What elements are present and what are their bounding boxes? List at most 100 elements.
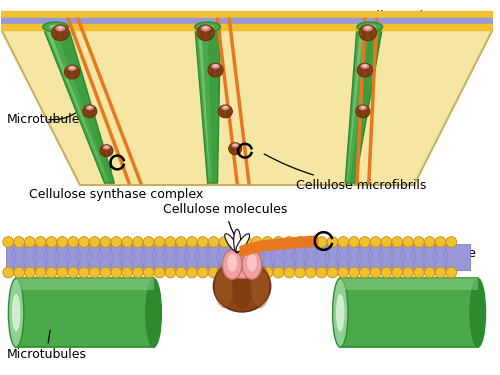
Ellipse shape	[361, 106, 365, 117]
Circle shape	[219, 267, 230, 278]
Bar	[16, 278, 154, 290]
Circle shape	[14, 267, 24, 278]
Circle shape	[360, 267, 370, 278]
Circle shape	[24, 237, 36, 248]
Ellipse shape	[359, 25, 376, 40]
Ellipse shape	[211, 64, 220, 69]
Ellipse shape	[366, 64, 370, 76]
Ellipse shape	[233, 144, 237, 146]
Ellipse shape	[224, 106, 228, 117]
Ellipse shape	[364, 25, 376, 29]
Polygon shape	[2, 30, 492, 185]
Circle shape	[132, 237, 143, 248]
Ellipse shape	[108, 146, 111, 156]
Circle shape	[348, 267, 360, 278]
Bar	[6, 244, 470, 270]
Circle shape	[176, 267, 186, 278]
Ellipse shape	[85, 106, 89, 117]
Ellipse shape	[358, 106, 362, 117]
Ellipse shape	[224, 234, 238, 252]
Ellipse shape	[102, 146, 106, 156]
Circle shape	[111, 267, 122, 278]
Polygon shape	[198, 29, 210, 180]
Circle shape	[186, 237, 198, 248]
Ellipse shape	[12, 294, 20, 332]
Circle shape	[154, 267, 165, 278]
Circle shape	[435, 267, 446, 278]
Ellipse shape	[360, 106, 365, 109]
Ellipse shape	[203, 26, 208, 29]
Circle shape	[273, 267, 284, 278]
Text: Microtubules: Microtubules	[6, 113, 86, 126]
Circle shape	[370, 237, 381, 248]
Circle shape	[327, 237, 338, 248]
Ellipse shape	[332, 278, 348, 347]
Circle shape	[36, 237, 46, 248]
Ellipse shape	[54, 26, 59, 40]
Circle shape	[338, 237, 348, 248]
Circle shape	[100, 237, 111, 248]
Circle shape	[316, 267, 327, 278]
Circle shape	[24, 267, 36, 278]
Circle shape	[208, 267, 219, 278]
Circle shape	[306, 237, 316, 248]
Circle shape	[370, 267, 381, 278]
Circle shape	[252, 267, 262, 278]
Ellipse shape	[231, 144, 234, 154]
Circle shape	[36, 267, 46, 278]
Ellipse shape	[221, 105, 230, 110]
Text: Cell membrane: Cell membrane	[380, 247, 476, 260]
Ellipse shape	[68, 66, 76, 71]
Ellipse shape	[362, 26, 373, 32]
Circle shape	[348, 237, 360, 248]
Circle shape	[360, 237, 370, 248]
Ellipse shape	[88, 106, 92, 109]
Ellipse shape	[8, 278, 24, 347]
Circle shape	[46, 267, 57, 278]
Bar	[2, 18, 492, 24]
Text: Cellulose microfibrils: Cellulose microfibrils	[264, 154, 426, 192]
Ellipse shape	[222, 250, 242, 279]
Ellipse shape	[73, 66, 77, 78]
Ellipse shape	[104, 146, 108, 156]
Text: Cellulose synthase complex: Cellulose synthase complex	[29, 161, 203, 201]
Ellipse shape	[102, 145, 110, 150]
Circle shape	[240, 267, 252, 278]
Circle shape	[414, 267, 424, 278]
Ellipse shape	[364, 106, 368, 117]
Ellipse shape	[228, 143, 241, 154]
Circle shape	[122, 237, 132, 248]
Ellipse shape	[214, 265, 234, 308]
Polygon shape	[350, 27, 382, 183]
Ellipse shape	[58, 26, 63, 29]
Circle shape	[446, 267, 456, 278]
Circle shape	[122, 267, 132, 278]
Circle shape	[90, 267, 100, 278]
Ellipse shape	[204, 26, 208, 40]
Ellipse shape	[100, 145, 113, 156]
Polygon shape	[56, 27, 114, 183]
Ellipse shape	[358, 105, 367, 110]
Circle shape	[392, 267, 402, 278]
Ellipse shape	[250, 265, 270, 308]
Ellipse shape	[42, 22, 68, 32]
Ellipse shape	[90, 106, 94, 117]
Circle shape	[186, 267, 198, 278]
Ellipse shape	[236, 144, 240, 154]
Ellipse shape	[234, 229, 240, 253]
Circle shape	[57, 237, 68, 248]
Ellipse shape	[86, 105, 94, 110]
Circle shape	[78, 237, 90, 248]
Ellipse shape	[214, 64, 218, 76]
Ellipse shape	[202, 25, 214, 29]
Ellipse shape	[362, 26, 366, 40]
Ellipse shape	[214, 261, 270, 312]
Ellipse shape	[365, 26, 370, 29]
Circle shape	[262, 237, 273, 248]
Circle shape	[14, 237, 24, 248]
Circle shape	[68, 267, 78, 278]
Circle shape	[3, 267, 13, 278]
Circle shape	[402, 267, 413, 278]
Ellipse shape	[70, 66, 74, 69]
Circle shape	[338, 267, 348, 278]
